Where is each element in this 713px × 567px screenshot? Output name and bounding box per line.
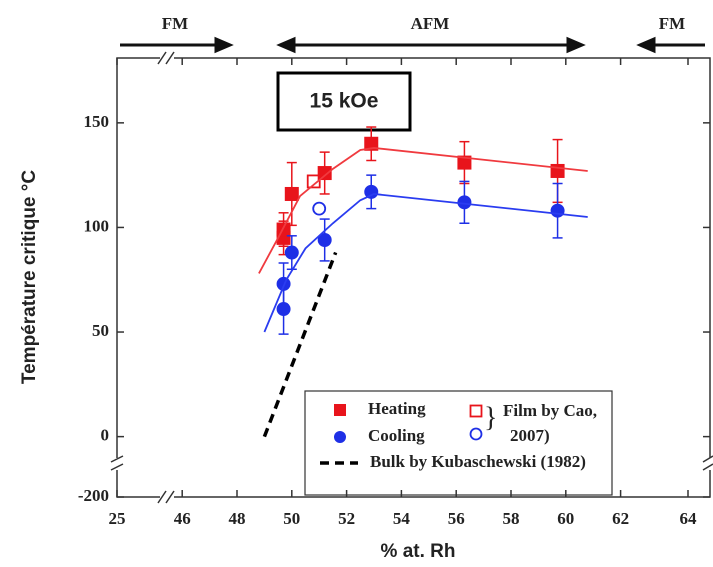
x-tick-label: 25 xyxy=(109,509,126,528)
break-mark xyxy=(702,455,713,463)
x-tick-label: 48 xyxy=(229,509,246,528)
y-axis-title: Température critique °C xyxy=(19,170,40,384)
point xyxy=(317,166,332,181)
point xyxy=(306,174,321,189)
legend-label: Film by Cao, xyxy=(503,401,597,420)
y-tick-label: 150 xyxy=(84,112,110,131)
point xyxy=(457,155,472,170)
x-tick-label: 56 xyxy=(448,509,465,528)
point xyxy=(457,195,472,210)
break-mark xyxy=(157,490,167,504)
x-tick-label: 64 xyxy=(680,509,698,528)
break-mark xyxy=(165,51,175,65)
x-tick-label: 54 xyxy=(393,509,411,528)
break-gap xyxy=(704,458,713,470)
x-tick-label: 46 xyxy=(174,509,191,528)
phase-label: FM xyxy=(659,14,685,33)
y-tick-label: 0 xyxy=(101,426,110,445)
point xyxy=(550,203,565,218)
point xyxy=(364,184,379,199)
arrow-head xyxy=(636,36,656,54)
x-tick-label: 50 xyxy=(283,509,300,528)
point xyxy=(317,232,332,247)
break-mark xyxy=(165,490,175,504)
break-mark xyxy=(702,463,713,471)
legend-label: Bulk by Kubaschewski (1982) xyxy=(370,452,586,471)
y-tick-label: -200 xyxy=(78,486,109,505)
point xyxy=(550,163,565,178)
point xyxy=(284,186,299,201)
legend-swatch xyxy=(469,404,483,418)
x-axis-title: % at. Rh xyxy=(381,541,456,562)
fit-line xyxy=(258,147,588,274)
legend-label: Cooling xyxy=(368,426,425,445)
phase-label: AFM xyxy=(411,14,450,33)
annotation-box xyxy=(276,71,412,132)
y-tick-label: 100 xyxy=(84,216,110,235)
fit-line xyxy=(263,193,588,333)
x-tick-label: 58 xyxy=(503,509,520,528)
phase-arrows xyxy=(120,36,705,54)
break-mark xyxy=(157,51,167,65)
legend-swatch xyxy=(334,431,346,443)
arrow-head xyxy=(276,36,296,54)
bulk-line xyxy=(262,251,338,438)
legend-brace: } xyxy=(484,402,497,433)
y-tick-label: 50 xyxy=(92,321,109,340)
annotation: 15 kOe xyxy=(310,90,379,113)
legend-label: Heating xyxy=(368,399,426,418)
legend-swatch xyxy=(469,427,483,441)
x-tick-label: 62 xyxy=(612,509,629,528)
legend xyxy=(304,390,613,496)
x-tick-label: 60 xyxy=(557,509,574,528)
x-tick-label: 52 xyxy=(338,509,355,528)
break-mark xyxy=(110,463,124,471)
arrow-head xyxy=(566,36,586,54)
legend-swatch xyxy=(334,404,346,416)
point xyxy=(312,201,327,216)
axis-breaks xyxy=(110,51,713,504)
break-mark xyxy=(110,455,124,463)
plot-frame xyxy=(116,57,711,498)
point xyxy=(276,302,291,317)
point xyxy=(284,245,299,260)
legend-label: 2007) xyxy=(510,426,550,445)
arrow-head xyxy=(214,36,234,54)
phase-label: FM xyxy=(162,14,188,33)
